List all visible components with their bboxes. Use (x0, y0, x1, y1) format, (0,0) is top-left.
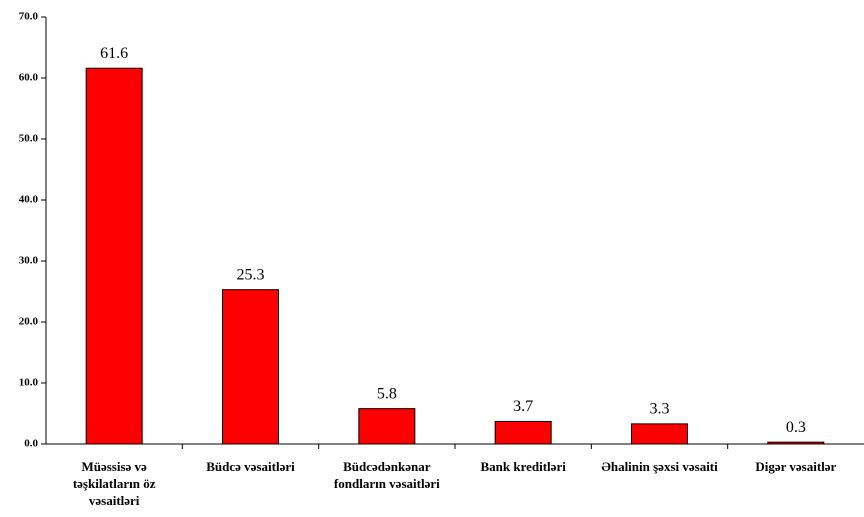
x-tick-label-box: Bank kreditləri (480, 459, 566, 474)
x-tick-label: Büdcə vəsaitləri (206, 459, 295, 474)
y-tick-label: 60.0 (19, 72, 39, 84)
x-tick-label: Büdcədənkənar fondların vəsaitləri (333, 459, 440, 491)
x-tick-label-box: Büdcədənkənar fondların vəsaitləri (333, 459, 440, 491)
y-tick-label: 70.0 (19, 11, 39, 23)
x-tick-label: Bank kreditləri (480, 459, 566, 474)
y-tick-label: 10.0 (19, 377, 39, 389)
y-tick-label: 50.0 (19, 133, 39, 145)
x-tick-label-box: Müəssisə və təşkilatların öz vəsaitləri (72, 459, 156, 508)
y-tick-label: 30.0 (19, 255, 39, 267)
bar (85, 67, 143, 445)
value-label: 5.8 (377, 385, 397, 402)
value-label: 0.3 (786, 419, 806, 436)
bar (767, 441, 825, 445)
x-tick-label-box: Əhalinin şəxsi vəsaiti (601, 459, 718, 474)
bar (494, 420, 552, 445)
x-tick-label: Digər vəsaitlər (755, 459, 837, 474)
x-tick-label: Əhalinin şəxsi vəsaiti (601, 459, 718, 474)
value-label: 3.3 (650, 401, 670, 418)
y-tick-label: 0.0 (24, 438, 38, 450)
value-label: 61.6 (100, 45, 128, 62)
bar (358, 408, 416, 445)
x-tick-label-box: Digər vəsaitlər (755, 459, 837, 474)
bar (222, 289, 279, 445)
x-tick-label: Müəssisə və təşkilatların öz vəsaitləri (72, 459, 156, 508)
bar (631, 423, 688, 445)
x-tick-label-box: Büdcə vəsaitləri (206, 459, 295, 474)
y-tick-label: 20.0 (19, 316, 39, 328)
value-label: 25.3 (237, 266, 265, 283)
y-tick-label: 40.0 (19, 194, 39, 206)
value-label: 3.7 (513, 398, 533, 415)
